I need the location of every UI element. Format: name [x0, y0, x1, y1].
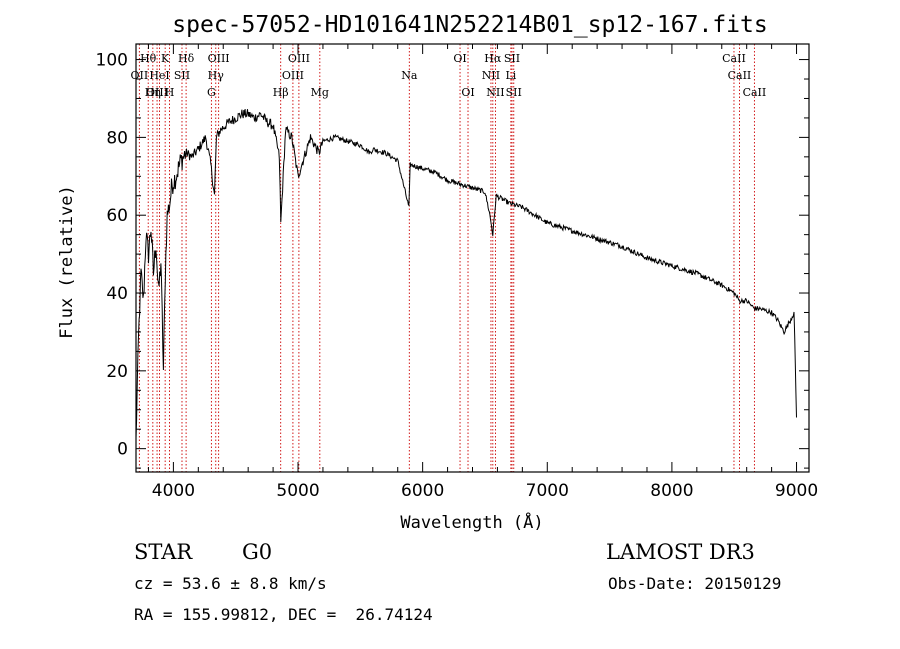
spectral-line-label: OIII [208, 52, 230, 65]
spectral-line-label: OIII [282, 69, 304, 82]
spectral-line-label: SII [506, 86, 522, 99]
spectral-line-label: OIII [146, 86, 168, 99]
spectral-line-label: Na [401, 69, 418, 82]
chart-title: spec-57052-HD101641N252214B01_sp12-167.f… [172, 12, 767, 38]
spectral-line-label: Hβ [273, 86, 289, 99]
spectral-line-label: Mg [311, 86, 329, 99]
spectral-line-label: SII [174, 69, 190, 82]
y-tick-label: 100 [96, 51, 128, 71]
spectral-line-label: G [207, 86, 216, 99]
object-class: STAR [134, 540, 193, 564]
spectral-line-label: OI [453, 52, 466, 65]
spectral-line-label: NII [482, 69, 500, 82]
spectral-line-label: HeI [149, 69, 169, 82]
survey-name: LAMOST DR3 [606, 540, 755, 564]
coordinates: RA = 155.99812, DEC = 26.74124 [134, 605, 433, 624]
y-tick-label: 40 [106, 284, 128, 304]
spectral-line-label: OII [131, 69, 149, 82]
axis-ticks: 4000 5000 6000 7000 8000 9000 0 20 40 60 80 100 [96, 44, 818, 501]
y-tick-label: 80 [106, 128, 128, 148]
x-tick-label: 6000 [401, 481, 444, 501]
spectral-line-label: Hα [484, 52, 502, 65]
spectral-line-label: K [161, 52, 170, 65]
spectral-line-markers [138, 44, 755, 472]
x-tick-label: 8000 [650, 481, 693, 501]
y-tick-label: 0 [117, 440, 128, 460]
x-tick-label: 5000 [276, 481, 319, 501]
y-tick-label: 60 [106, 206, 128, 226]
spectral-line-label: CaII [743, 86, 767, 99]
spectral-line-label: NII [486, 86, 504, 99]
spectral-line-label: H [165, 86, 175, 99]
spectral-line-label: CaII [728, 69, 752, 82]
object-subclass: G0 [242, 540, 273, 564]
spectral-line-label: Hη [145, 86, 161, 99]
x-tick-label: 7000 [526, 481, 569, 501]
spectrum-line [135, 109, 797, 438]
x-axis-label: Wavelength (Å) [400, 511, 543, 533]
line-labels: Hθ OII OIII HeI Hη K SII H Hδ OIII Hγ G Hβ OIII OIII Mg… [131, 52, 767, 99]
spectral-line-label: Hγ [208, 69, 225, 82]
spectral-line-label: Hδ [178, 52, 195, 65]
spectral-line-label: CaII [722, 52, 746, 65]
spectral-line-label: OI [461, 86, 474, 99]
x-tick-label: 9000 [775, 481, 818, 501]
y-tick-label: 20 [106, 362, 128, 382]
spectral-line-label: OIII [288, 52, 310, 65]
observation-date: Obs-Date: 20150129 [608, 574, 782, 593]
spectral-line-label: SII [504, 52, 520, 65]
spectral-line-label: Hθ [140, 52, 157, 65]
redshift-velocity: cz = 53.6 ± 8.8 km/s [134, 574, 327, 593]
x-tick-label: 4000 [152, 481, 195, 501]
y-axis-label: Flux (relative) [57, 185, 77, 339]
spectral-line-label: Li [505, 69, 516, 82]
